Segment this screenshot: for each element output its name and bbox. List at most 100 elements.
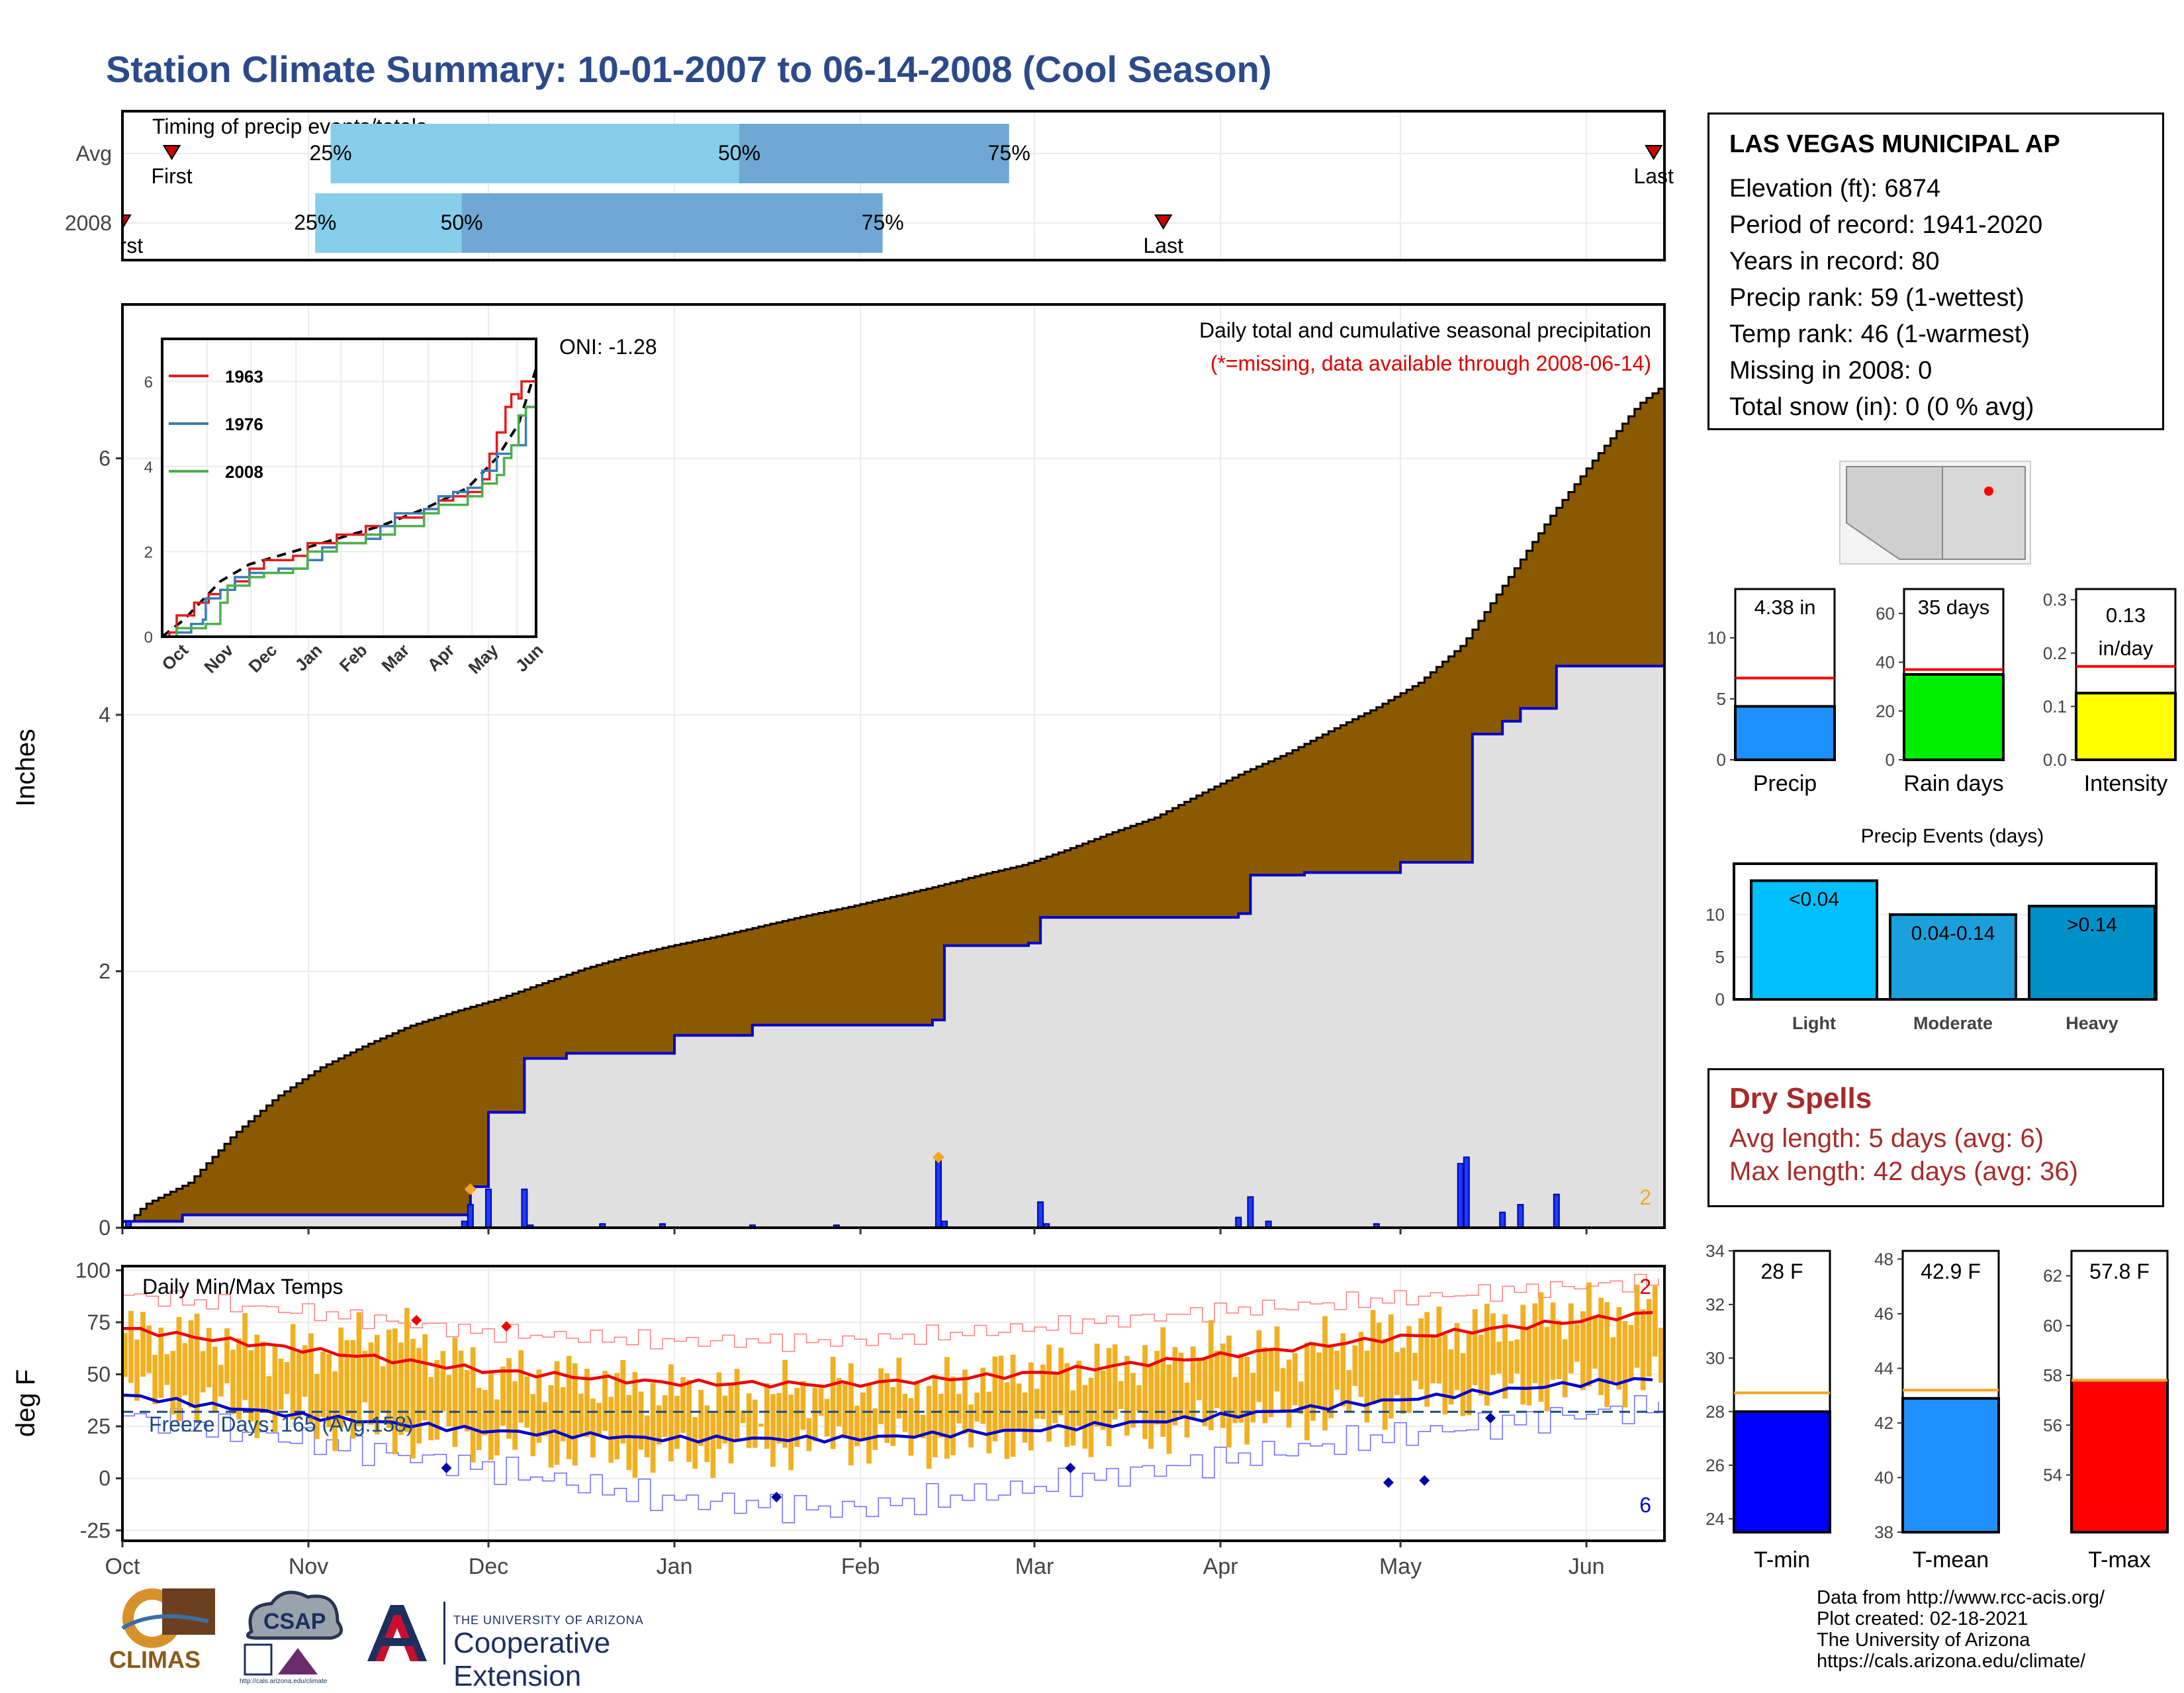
daily-temp-bar [1430,1336,1436,1384]
max-precip-marker [464,1183,477,1195]
csap-text: CSAP [263,1609,326,1634]
daily-temp-bar [1292,1353,1298,1406]
daily-temp-bar [242,1313,248,1400]
daily-temp-bar [1460,1353,1466,1416]
tstat-x-label: T-min [1754,1547,1810,1573]
daily-temp-bar [248,1350,254,1422]
daily-temp-bar [194,1313,200,1422]
daily-temp-bar [272,1345,278,1433]
daily-temp-bar [698,1389,704,1446]
daily-temp-bar [1604,1302,1610,1408]
daily-temp-bar [884,1373,890,1443]
y-tick-label: 0 [99,1467,111,1490]
daily-temp-bar [1034,1389,1040,1419]
inset-series-2008 [162,402,537,638]
daily-temp-bar [158,1327,164,1398]
daily-temp-bar [854,1405,860,1447]
daily-temp-bar [1574,1324,1580,1362]
daily-temp-bar [494,1399,500,1455]
x-tick-label: Nov [289,1554,328,1579]
daily-temp-bar [878,1368,884,1424]
tstat-y-tick: 42 [1874,1413,1893,1433]
daily-temp-bar [1490,1313,1496,1375]
daily-temp-bar [518,1350,524,1423]
daily-temp-bar [458,1350,464,1427]
daily-temp-bar [1130,1373,1136,1428]
station-precip-rank: Precip rank: 59 (1-wettest) [1729,284,2025,312]
csap-logo: CSAP http://cals.arizona.edu/climate [232,1585,351,1685]
daily-temp-bar [1346,1370,1352,1413]
daily-temp-bar [1538,1292,1544,1402]
event-bar [1889,913,2017,1001]
daily-temp-bar [1256,1330,1262,1402]
tstat-y-tick: 60 [2043,1316,2062,1336]
daily-temp-bar [1382,1338,1388,1430]
inset-x-tick: Apr [424,640,459,675]
record-min-marker [1485,1412,1496,1424]
inset-x-tick: Jun [512,640,547,676]
daily-temp-bar [1508,1341,1514,1384]
temps-panel: Daily Min/Max Temps Freeze Days: 165 (Avg… [11,1258,1666,1579]
tstat-y-tick: 48 [1874,1249,1893,1269]
daily-temp-bar [1010,1354,1016,1457]
y-tick-label: 100 [75,1258,111,1282]
precip-frame [121,303,1666,1229]
x-tick-label: Oct [105,1554,140,1579]
quantile-label: 25% [294,210,336,234]
daily-precip-bar [934,1160,942,1228]
daily-temp-bar [1184,1382,1190,1438]
daily-temp-bar [1388,1314,1394,1419]
daily-temp-bar [464,1369,470,1432]
inset-x-tick: Feb [336,640,371,676]
precip-panel: 0 2 4 6 Inches Daily total and cumulative sea… [11,303,1666,1240]
daily-temp-bar [728,1385,734,1464]
daily-temp-bar [704,1405,710,1462]
daily-temp-bar [356,1312,362,1426]
daily-temp-bar [1154,1351,1160,1425]
daily-temp-bar [1268,1349,1274,1418]
daily-temp-bar [1100,1370,1106,1430]
tstat-y-tick: 26 [1706,1455,1725,1475]
daily-temp-bar [296,1352,302,1417]
credit-plot-created: Plot created: 02-18-2021 [1817,1608,2028,1629]
daily-temp-bar [968,1404,974,1447]
daily-temp-bar [926,1386,932,1469]
precip-corner-count: 2 [1639,1185,1651,1209]
daily-temp-bar [1622,1321,1628,1408]
daily-temp-bar [1118,1381,1124,1409]
daily-temp-bar [692,1417,698,1469]
daily-temp-bar [1082,1385,1088,1449]
daily-temp-bar [866,1383,872,1464]
daily-temp-bar [794,1387,800,1447]
daily-temp-bar [284,1361,290,1395]
daily-temp-bar [920,1414,926,1438]
tstat-value-label: 57.8 F [2089,1259,2150,1283]
daily-temp-bar [560,1387,566,1441]
daily-temp-bar [1472,1309,1478,1385]
tstat-y-tick: 30 [1706,1348,1725,1368]
event-bar [1750,879,1878,1001]
legend-label: 1976 [225,414,263,434]
daily-temp-bar [1418,1318,1424,1390]
daily-temp-bar [1616,1306,1622,1390]
season-cumulative-area [122,666,1664,1228]
daily-temp-bar [686,1379,692,1462]
daily-temp-bar [776,1393,782,1443]
tstat-value-label: 42.9 F [1921,1259,1981,1283]
daily-temp-bar [1214,1350,1220,1408]
daily-precip-bar [1517,1204,1524,1228]
daily-temp-bar [1568,1303,1574,1374]
stat-value-label: in/day [2099,637,2154,660]
first-event-label: First [151,164,192,188]
oni-label: ONI: -1.28 [559,335,657,359]
record-min-marker [771,1491,782,1502]
daily-precip-bar [1457,1163,1464,1228]
stat-x-label: Rain days [1903,771,2003,796]
daily-temp-bar [1310,1342,1316,1421]
daily-temp-bar [146,1325,152,1373]
credits: Data from http://www.rcc-acis.org/ Plot … [1817,1587,2105,1672]
daily-temp-bar [1514,1339,1520,1374]
stat-x-label: Precip [1753,771,1817,796]
inset-x-tick: Nov [200,640,237,677]
daily-temp-bar [422,1334,428,1421]
